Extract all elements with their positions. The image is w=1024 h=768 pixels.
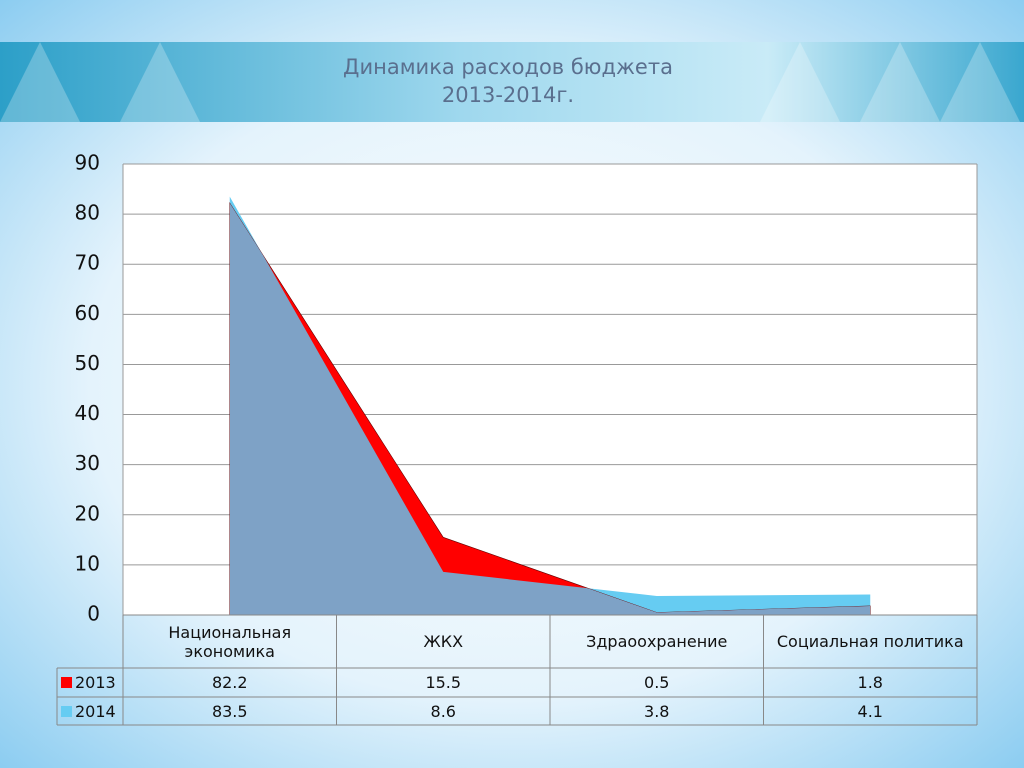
table-value: 82.2: [211, 673, 248, 692]
y-tick-label: 70: [75, 251, 100, 275]
legend-key: [61, 677, 72, 688]
y-tick-label: 0: [87, 602, 100, 626]
banner-pattern: [0, 42, 1020, 122]
legend-entry: 2013: [57, 668, 123, 697]
area-overlap: [229, 203, 871, 615]
table-value: 0.5: [644, 673, 670, 692]
y-tick-label: 60: [75, 301, 100, 325]
table-value: 3.8: [644, 701, 670, 721]
x-tick-label: Национальная экономика: [168, 622, 292, 661]
legend-label: 2013: [75, 673, 116, 692]
y-tick-label: 40: [75, 401, 100, 425]
chart-subtitle: 2013-2014г.: [442, 83, 574, 107]
banner: [0, 42, 1024, 122]
y-tick-label: 10: [75, 551, 100, 575]
legend-key: [61, 705, 72, 717]
table-value: 15.5: [425, 673, 462, 692]
y-tick-label: 80: [75, 201, 100, 225]
y-tick-label: 50: [75, 351, 100, 375]
table-value: 4.1: [857, 701, 883, 721]
table-value: 83.5: [211, 701, 248, 721]
x-tick-label: Социальная политика: [776, 632, 964, 651]
table-value: 8.6: [430, 701, 456, 721]
legend-label: 2014: [75, 701, 116, 721]
table-value: 1.8: [857, 673, 883, 692]
y-tick-label: 20: [75, 501, 100, 525]
legend-entry: 2014: [57, 697, 123, 725]
chart-title: Динамика расходов бюджета: [343, 55, 673, 79]
x-tick-label: Здраоохранение: [586, 632, 728, 651]
x-tick-label: ЖКХ: [423, 632, 464, 651]
y-tick-label: 30: [75, 451, 100, 475]
y-tick-label: 90: [75, 151, 100, 175]
